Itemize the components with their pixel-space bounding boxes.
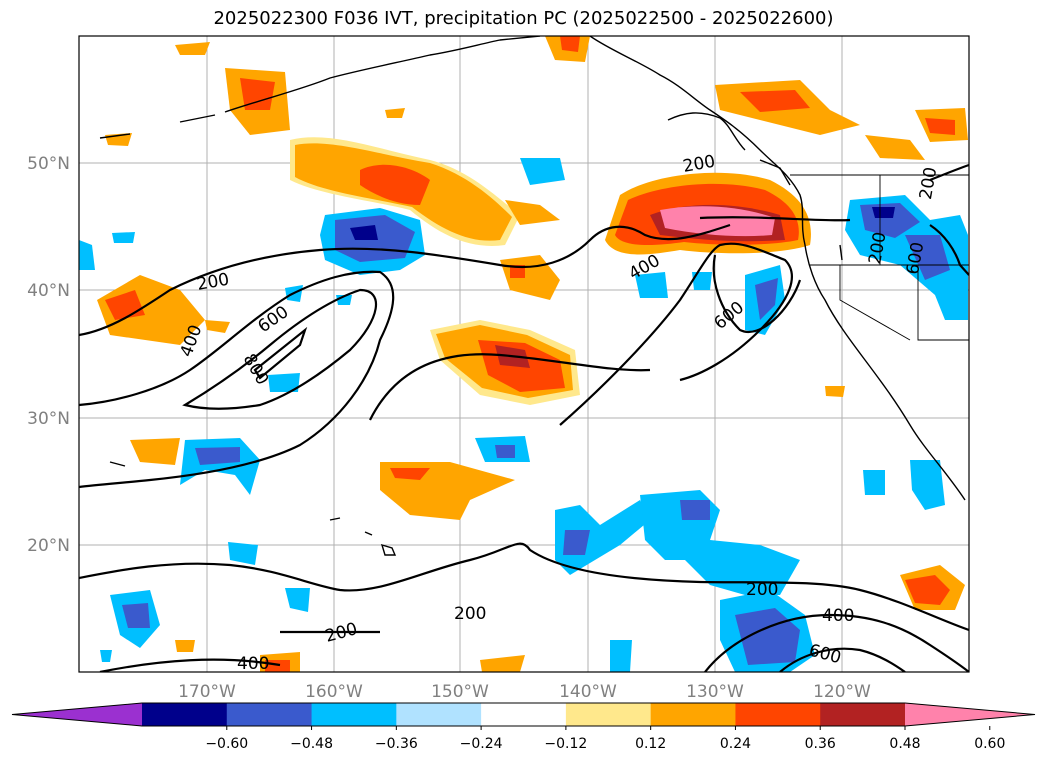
contour-label: 200 [195,270,230,295]
map-title: 2025022300 F036 IVT, precipitation PC (2… [213,8,834,29]
colorbar-tick-label: −0.36 [375,736,418,752]
lat-label: 20°N [27,536,70,556]
colorbar-tick-label: 0.12 [635,736,666,752]
colorbar-tick-label: 0.24 [720,736,751,752]
colorbar-tick-label: −0.48 [290,736,333,752]
lat-label: 40°N [27,281,70,301]
lon-label: 130°W [686,682,744,702]
contour-label: 800 [239,351,273,389]
colorbar-segment [142,703,228,726]
contour-label: 600 [807,641,844,669]
contour-label: 400 [822,606,854,626]
lat-label: 50°N [27,154,70,174]
colorbar-segment [226,703,313,726]
map-frame [78,35,970,673]
colorbar-segment [311,703,397,726]
contour-label: 200 [916,166,941,201]
colorbar-tick-label: 0.60 [974,736,1005,752]
lon-label: 150°W [431,682,489,702]
colorbar-segment [820,703,906,726]
contour-label: 600 [710,298,748,334]
colorbar-segment [396,703,482,726]
borders [790,174,969,341]
map-area: 200 400 600 800 600 400 200 400 600 200 … [79,36,969,674]
contour-label: 200 [454,604,486,624]
colorbar-tick-label: −0.12 [544,736,587,752]
contour-labels: 200 400 600 800 600 400 200 400 600 200 … [176,152,941,674]
contour-label: 400 [237,654,269,674]
positive-pc-patches [97,36,968,672]
lon-label: 120°W [813,682,871,702]
colorbar-segment [481,703,567,726]
coastlines [99,36,966,556]
contour-label: 200 [746,580,778,600]
lon-label: 160°W [305,682,363,702]
negative-pc-patches [79,158,968,672]
colorbar-tick-label: −0.60 [205,736,248,752]
lat-labels: 50°N 40°N 30°N 20°N [27,154,70,556]
colorbar-outline [11,702,1036,727]
colorbar-tick-label: 0.48 [889,736,920,752]
lon-labels: 170°W 160°W 150°W 140°W 130°W 120°W [178,682,871,702]
colorbar-tick-label: 0.36 [805,736,836,752]
contour-label: 200 [323,619,360,647]
lat-label: 30°N [27,409,70,429]
colorbar-segment [650,703,736,726]
ivt-contours [79,163,969,672]
colorbar-extend-low [12,703,142,726]
colorbar-extend-high [905,703,1035,726]
lon-label: 140°W [559,682,617,702]
colorbar-segment [735,703,821,726]
lon-label: 170°W [178,682,236,702]
colorbar: −0.60 −0.48 −0.36 −0.24 −0.12 0.12 0.24 0.36 0.4… [11,702,1036,752]
colorbar-segment [565,703,652,726]
colorbar-tick-label: −0.24 [460,736,503,752]
